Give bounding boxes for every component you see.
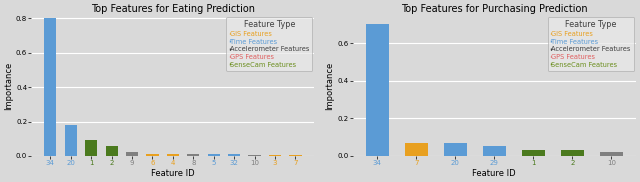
Bar [289,155,301,156]
X-axis label: Feature ID: Feature ID [472,169,516,178]
Bar [269,155,281,156]
Bar [522,150,545,156]
Legend: GIS Features, Time Features, Accelerometer Features, GPS Features, SenseCam Feat: GIS Features, Time Features, Acceleromet… [548,17,634,71]
Bar [561,150,584,156]
Bar [248,155,260,156]
Bar [126,153,138,156]
Bar [483,147,506,156]
Bar [147,154,159,156]
Bar [167,154,179,156]
Bar [404,143,428,156]
Bar [207,154,220,156]
X-axis label: Feature ID: Feature ID [151,169,195,178]
Bar [600,152,623,156]
Bar [106,146,118,156]
Bar [365,24,389,156]
Bar [444,143,467,156]
Bar [187,154,200,156]
Bar [85,141,97,156]
Bar [65,125,77,156]
Y-axis label: Importance: Importance [326,61,335,110]
Bar [44,18,56,156]
Bar [228,154,240,156]
Title: Top Features for Eating Prediction: Top Features for Eating Prediction [91,4,255,14]
Y-axis label: Importance: Importance [4,61,13,110]
Title: Top Features for Purchasing Prediction: Top Features for Purchasing Prediction [401,4,588,14]
Legend: GIS Features, Time Features, Accelerometer Features, GPS Features, SenseCam Feat: GIS Features, Time Features, Acceleromet… [227,17,312,71]
